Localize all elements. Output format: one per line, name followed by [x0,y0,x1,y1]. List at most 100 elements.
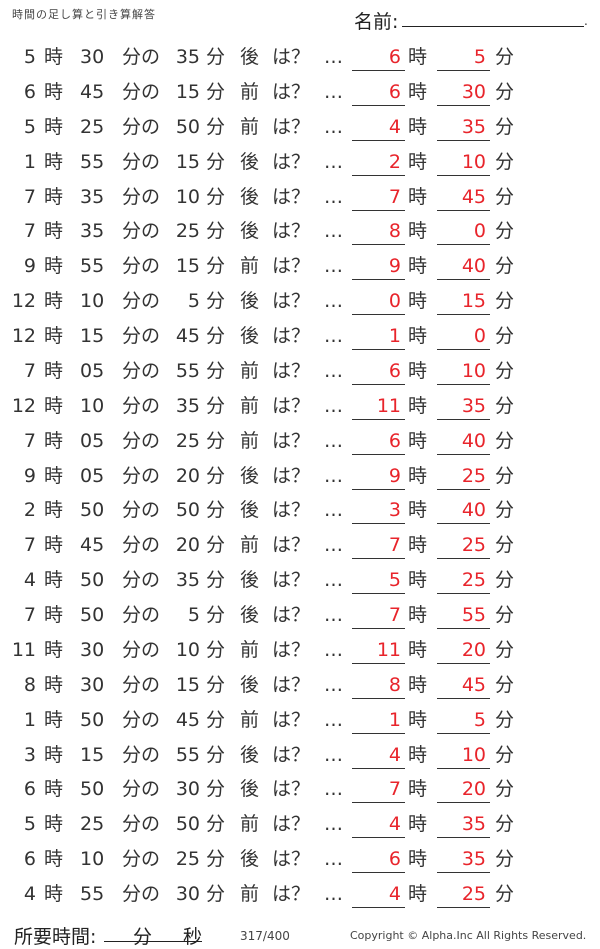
answer-hour-line[interactable] [352,349,405,350]
question-label: は？ [272,429,311,452]
answer-minute-line[interactable] [437,907,490,908]
answer-hour-line[interactable] [352,593,405,595]
answer-hour-line[interactable] [352,523,405,525]
minute-unit: 分 [206,80,226,103]
answer-minute-line[interactable] [437,244,490,246]
answer-hour-line[interactable] [352,907,405,908]
minute-unit: 分 [206,255,226,278]
question-label: は？ [272,46,311,68]
problem-row: 12 時 10 分の 35 分前は？… 11 時 35 分 [0,395,600,429]
answer-hour-line[interactable] [352,488,405,490]
ellipsis: … [324,813,343,836]
answer-hour-unit: 時 [408,813,428,836]
problem-row: 1 時 55 分の 15 分後は？… 2 時 10 分 [0,151,600,185]
hour-unit: 時 [44,778,64,801]
answer-hour-line[interactable] [352,244,405,246]
delta-minutes: 30 [175,883,200,905]
answer-hour-line[interactable] [352,697,405,699]
delta-minutes: 15 [175,673,200,696]
answer-hour-line[interactable] [352,279,405,281]
answer-minute-line[interactable] [437,767,490,769]
answer-minute-line[interactable] [437,662,490,664]
minute-of-label: 分の [122,638,161,661]
ellipsis: … [324,185,343,208]
answer-minute: 55 [461,604,486,626]
answer-minute-line[interactable] [437,732,490,734]
name-field[interactable] [402,26,584,27]
start-minute: 25 [80,115,105,138]
answer-hour-line[interactable] [352,453,405,455]
answer-minute-line[interactable] [437,628,490,629]
answer-minute-line[interactable] [437,383,490,385]
answer-minute-line[interactable] [437,593,490,595]
delta-minutes: 25 [175,429,200,452]
delta-minutes: 50 [175,813,200,836]
direction: 前 [240,359,260,382]
answer-hour-line[interactable] [352,383,405,385]
answer-hour-line[interactable] [352,174,405,176]
answer-minute-unit: 分 [495,185,515,208]
hour-unit: 時 [44,394,64,417]
name-end-dot: . [584,14,588,28]
minute-unit: 分 [206,813,226,836]
minute-unit: 分 [206,290,226,313]
hour-unit: 時 [44,499,64,522]
ellipsis: … [324,325,343,347]
start-minute: 50 [80,604,105,626]
answer-minute: 20 [461,638,486,661]
answer-minute-line[interactable] [437,523,490,525]
answer-minute-line[interactable] [437,872,490,874]
answer-minute-line[interactable] [437,558,490,560]
answer-hour-line[interactable] [352,558,405,560]
answer-minute-line[interactable] [437,453,490,455]
answer-minute-line[interactable] [437,209,490,211]
direction: 前 [240,80,260,103]
answer-minute-line[interactable] [437,174,490,176]
minute-of-label: 分の [122,534,161,557]
answer-hour-line[interactable] [352,802,405,804]
answer-hour-unit: 時 [408,883,428,905]
answer-minute-line[interactable] [437,697,490,699]
start-hour: 11 [11,638,36,661]
ellipsis: … [324,429,343,452]
answer-minute-unit: 分 [495,708,515,731]
answer-hour-line[interactable] [352,70,405,71]
answer-hour-line[interactable] [352,418,405,420]
answer-minute-line[interactable] [437,279,490,281]
answer-minute: 25 [461,464,486,487]
answer-minute-line[interactable] [437,104,490,106]
answer-minute-line[interactable] [437,488,490,490]
answer-minute: 10 [461,743,486,766]
answer-minute-line[interactable] [437,70,490,71]
answer-hour-unit: 時 [408,848,428,871]
answer-hour: 8 [388,220,401,243]
answer-hour-line[interactable] [352,104,405,106]
direction: 後 [240,604,260,626]
answer-hour-line[interactable] [352,662,405,664]
minute-unit: 分 [206,569,226,592]
answer-minute-line[interactable] [437,802,490,804]
answer-hour-line[interactable] [352,209,405,211]
answer-hour-line[interactable] [352,628,405,629]
answer-minute-line[interactable] [437,314,490,316]
answer-hour-line[interactable] [352,314,405,316]
minute-of-label: 分の [122,220,161,243]
question-label: は？ [272,848,311,871]
answer-minute-line[interactable] [437,418,490,420]
answer-hour-line[interactable] [352,872,405,874]
answer-minute-line[interactable] [437,837,490,839]
answer-hour: 4 [388,813,401,836]
minute-unit: 分 [206,673,226,696]
answer-hour-line[interactable] [352,837,405,839]
answer-hour-line[interactable] [352,732,405,734]
start-minute: 35 [80,220,105,243]
hour-unit: 時 [44,429,64,452]
answer-minute-line[interactable] [437,349,490,350]
direction: 後 [240,220,260,243]
required-minute-label: 分 [133,926,153,948]
answer-hour-line[interactable] [352,767,405,769]
answer-minute: 10 [461,359,486,382]
answer-hour-line[interactable] [352,139,405,141]
answer-minute-line[interactable] [437,139,490,141]
required-time-field[interactable] [104,941,202,942]
